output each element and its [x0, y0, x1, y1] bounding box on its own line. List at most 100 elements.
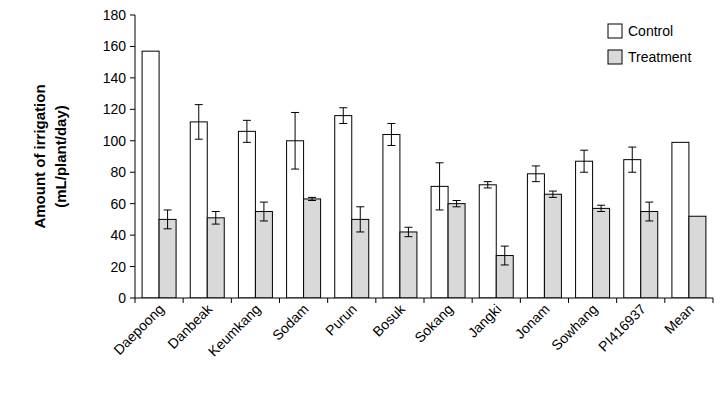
error-bar [243, 120, 251, 142]
error-cap [212, 211, 220, 212]
chart-svg: 020406080100120140160180Amount of irriga… [0, 0, 725, 402]
error-stem [552, 191, 553, 197]
x-tick-label: Sokang [411, 301, 456, 346]
error-cap [597, 205, 605, 206]
bar [383, 134, 400, 298]
error-cap [436, 209, 444, 210]
error-cap [243, 120, 251, 121]
error-cap [628, 172, 636, 173]
y-tick [130, 203, 135, 204]
error-cap [628, 147, 636, 148]
error-cap [580, 150, 588, 151]
y-tick [130, 109, 135, 110]
error-cap [212, 224, 220, 225]
bar [689, 216, 706, 298]
y-tick [130, 235, 135, 236]
error-cap [580, 172, 588, 173]
x-tick [713, 298, 714, 303]
error-stem [456, 201, 457, 207]
y-tick-label: 40 [110, 227, 126, 243]
error-cap [597, 211, 605, 212]
error-cap [356, 206, 364, 207]
y-tick-label: 100 [103, 133, 127, 149]
y-tick [130, 140, 135, 141]
error-stem [487, 182, 488, 188]
error-stem [343, 108, 344, 124]
x-tick-label: Bosuk [369, 300, 409, 340]
error-bar [339, 108, 347, 124]
bar [641, 212, 658, 298]
error-bar [387, 123, 395, 145]
bar [255, 212, 272, 298]
chart-container: 020406080100120140160180Amount of irriga… [0, 0, 725, 402]
x-tick [279, 298, 280, 303]
error-cap [387, 123, 395, 124]
error-bar [308, 197, 316, 200]
plot-area [142, 51, 706, 298]
bar [479, 185, 496, 298]
error-stem [295, 112, 296, 169]
error-bar [580, 150, 588, 172]
y-axis-title: Amount of irrigation(mL/plant/day) [31, 84, 69, 228]
error-stem [632, 147, 633, 172]
x-tick [424, 298, 425, 303]
error-cap [339, 107, 347, 108]
error-bar [195, 105, 203, 140]
x-tick-label: Keumkang [205, 301, 264, 360]
error-stem [584, 150, 585, 172]
bar [400, 232, 417, 298]
error-cap [404, 236, 412, 237]
x-tick-label: Jonam [512, 301, 553, 342]
x-tick-label: Daepoong [110, 301, 167, 358]
error-bar [501, 246, 509, 265]
y-tick [130, 77, 135, 78]
legend-label: Control [628, 23, 673, 39]
bar [672, 142, 689, 298]
x-tick [375, 298, 376, 303]
error-bar [484, 182, 492, 188]
error-cap [436, 162, 444, 163]
bar [238, 131, 255, 298]
y-tick-label: 60 [110, 196, 126, 212]
x-tick [520, 298, 521, 303]
y-axis-line [135, 15, 136, 298]
bar [448, 204, 465, 298]
y-tick-label: 120 [103, 101, 127, 117]
error-cap [164, 228, 172, 229]
error-stem [408, 227, 409, 236]
error-bar [260, 202, 268, 221]
error-cap [291, 112, 299, 113]
error-cap [453, 200, 461, 201]
error-cap [532, 165, 540, 166]
error-cap [339, 123, 347, 124]
y-tick-label: 180 [103, 7, 127, 23]
y-tick-label: 160 [103, 38, 127, 54]
bar [527, 174, 544, 298]
error-bar [597, 205, 605, 211]
y-tick [130, 15, 135, 16]
error-cap [243, 142, 251, 143]
y-tick-label: 80 [110, 164, 126, 180]
y-tick [130, 298, 135, 299]
error-stem [246, 120, 247, 142]
bar [304, 199, 321, 298]
error-cap [484, 187, 492, 188]
x-tick [664, 298, 665, 303]
y-tick-label: 0 [118, 290, 126, 306]
error-stem [215, 212, 216, 225]
error-bar [645, 202, 653, 221]
error-bar [164, 210, 172, 229]
x-tick [231, 298, 232, 303]
bar [576, 161, 593, 298]
y-axis-title-line: (mL/plant/day) [52, 105, 69, 208]
error-bar [532, 166, 540, 182]
error-cap [291, 169, 299, 170]
error-cap [532, 181, 540, 182]
error-cap [260, 220, 268, 221]
x-tick [472, 298, 473, 303]
error-cap [260, 202, 268, 203]
x-tick [616, 298, 617, 303]
x-tick-label: Sowhang [548, 301, 601, 354]
error-cap [453, 206, 461, 207]
x-tick-label: Jangki [464, 301, 504, 341]
